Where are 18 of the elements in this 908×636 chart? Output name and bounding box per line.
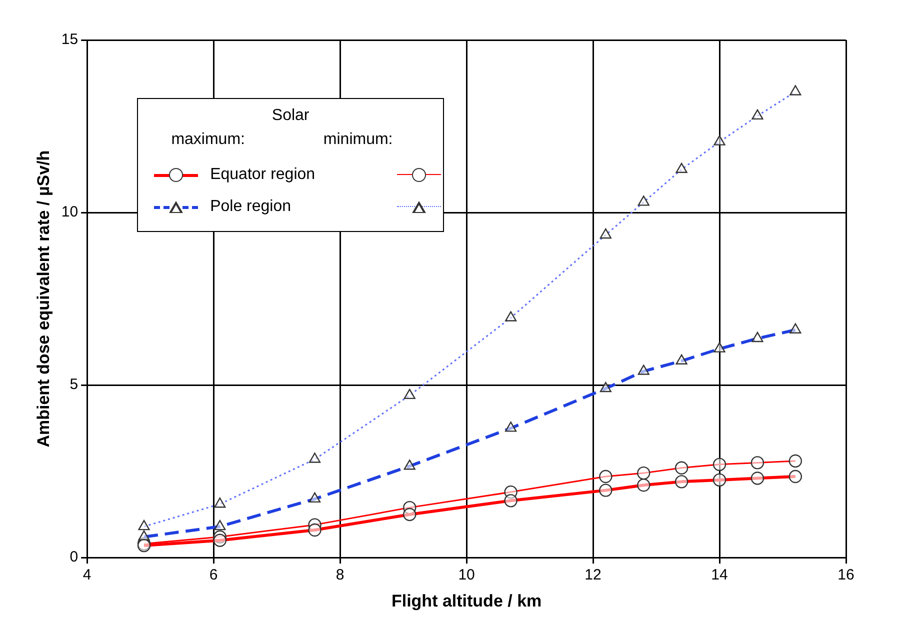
annotation: minimum: bbox=[322, 131, 394, 149]
x-tick-label: 6 bbox=[209, 566, 218, 584]
legend-label: Pole region bbox=[210, 198, 292, 216]
x-tick-label: 8 bbox=[336, 566, 344, 584]
x-axis-title: Flight altitude / km bbox=[391, 591, 542, 610]
x-tick-label: 16 bbox=[838, 566, 854, 584]
annotation: maximum: bbox=[170, 131, 246, 149]
x-tick-label: 14 bbox=[711, 566, 728, 584]
x-tick-label: 4 bbox=[82, 566, 92, 584]
legend-title: Solar bbox=[270, 107, 310, 125]
x-tick-label: 10 bbox=[458, 566, 475, 584]
y-tick-label: 0 bbox=[70, 548, 78, 566]
y-tick-label: 10 bbox=[61, 204, 78, 221]
legend-label: Equator region bbox=[210, 166, 316, 184]
y-axis-title: Ambient dose equivalent rate / µSv/h bbox=[34, 150, 53, 448]
x-tick-label: 12 bbox=[584, 566, 602, 584]
y-tick-label: 5 bbox=[70, 376, 78, 394]
y-tick-label: 15 bbox=[61, 31, 78, 48]
